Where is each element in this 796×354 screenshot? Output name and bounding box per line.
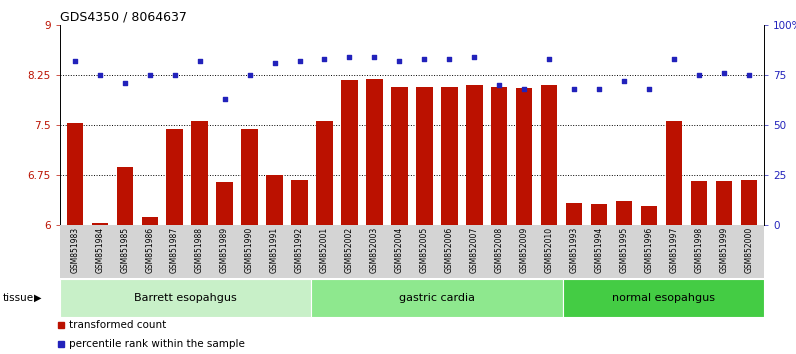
Bar: [311, 279, 563, 317]
Bar: [666, 121, 682, 354]
Point: [668, 56, 681, 62]
Text: GSM851998: GSM851998: [695, 227, 704, 273]
Bar: [142, 217, 158, 354]
Point: [518, 86, 531, 92]
Point: [193, 58, 206, 64]
Text: GSM851988: GSM851988: [195, 227, 204, 273]
Bar: [563, 279, 764, 317]
Bar: [291, 180, 307, 354]
Point: [119, 80, 131, 86]
Text: GSM852010: GSM852010: [544, 227, 554, 273]
Text: GSM852007: GSM852007: [470, 227, 479, 273]
Text: GSM852009: GSM852009: [520, 227, 529, 273]
Bar: [441, 87, 458, 354]
Point: [568, 86, 580, 92]
Bar: [217, 182, 232, 354]
Text: GSM851990: GSM851990: [245, 227, 254, 273]
Bar: [466, 85, 482, 354]
Text: GSM851994: GSM851994: [595, 227, 604, 273]
Text: GSM851997: GSM851997: [669, 227, 679, 273]
Bar: [116, 167, 133, 354]
Point: [693, 72, 705, 78]
Text: GSM851989: GSM851989: [220, 227, 229, 273]
Bar: [166, 129, 183, 354]
Bar: [416, 87, 432, 354]
Bar: [392, 87, 408, 354]
Bar: [267, 175, 283, 354]
Bar: [60, 279, 311, 317]
Text: gastric cardia: gastric cardia: [399, 293, 475, 303]
Point: [618, 78, 630, 84]
Text: GSM851995: GSM851995: [620, 227, 629, 273]
Bar: [517, 88, 533, 354]
Text: GSM852008: GSM852008: [495, 227, 504, 273]
Text: GSM851993: GSM851993: [570, 227, 579, 273]
Text: GSM851987: GSM851987: [170, 227, 179, 273]
Bar: [691, 182, 708, 354]
Text: GSM851999: GSM851999: [720, 227, 728, 273]
Text: Barrett esopahgus: Barrett esopahgus: [134, 293, 237, 303]
Bar: [616, 201, 632, 354]
Text: GSM852005: GSM852005: [420, 227, 429, 273]
Bar: [641, 206, 657, 354]
Point: [443, 56, 456, 62]
Text: GSM852003: GSM852003: [370, 227, 379, 273]
Bar: [341, 80, 357, 354]
Text: percentile rank within the sample: percentile rank within the sample: [68, 339, 244, 349]
Bar: [541, 85, 557, 354]
Text: GDS4350 / 8064637: GDS4350 / 8064637: [60, 11, 186, 24]
Text: ▶: ▶: [34, 293, 41, 303]
Text: tissue: tissue: [2, 293, 33, 303]
Bar: [316, 121, 333, 354]
Point: [143, 72, 156, 78]
Text: transformed count: transformed count: [68, 320, 166, 330]
Point: [593, 86, 606, 92]
Text: GSM851992: GSM851992: [295, 227, 304, 273]
Bar: [366, 79, 383, 354]
Bar: [92, 223, 107, 354]
Text: GSM852002: GSM852002: [345, 227, 354, 273]
Point: [418, 56, 431, 62]
Point: [343, 54, 356, 59]
Point: [68, 58, 81, 64]
Point: [468, 54, 481, 59]
Text: GSM851996: GSM851996: [645, 227, 654, 273]
Bar: [566, 204, 583, 354]
Bar: [241, 129, 258, 354]
Point: [743, 72, 755, 78]
Point: [268, 60, 281, 65]
Bar: [67, 124, 83, 354]
Point: [643, 86, 656, 92]
Point: [393, 58, 406, 64]
Text: GSM852006: GSM852006: [445, 227, 454, 273]
Text: GSM852000: GSM852000: [745, 227, 754, 273]
Text: GSM851983: GSM851983: [70, 227, 79, 273]
Bar: [491, 87, 508, 354]
Point: [218, 96, 231, 102]
Text: GSM851986: GSM851986: [145, 227, 154, 273]
Text: normal esopahgus: normal esopahgus: [612, 293, 715, 303]
Bar: [591, 204, 607, 354]
Point: [318, 56, 331, 62]
Text: GSM851985: GSM851985: [120, 227, 129, 273]
Text: GSM851984: GSM851984: [96, 227, 104, 273]
Point: [244, 72, 256, 78]
Text: GSM852004: GSM852004: [395, 227, 404, 273]
Point: [168, 72, 181, 78]
Point: [493, 82, 505, 88]
Bar: [741, 180, 757, 354]
Point: [293, 58, 306, 64]
Bar: [192, 121, 208, 354]
Text: GSM852001: GSM852001: [320, 227, 329, 273]
Point: [368, 54, 380, 59]
Point: [718, 70, 731, 76]
Bar: [716, 182, 732, 354]
Point: [93, 72, 106, 78]
Text: GSM851991: GSM851991: [270, 227, 279, 273]
Point: [543, 56, 556, 62]
